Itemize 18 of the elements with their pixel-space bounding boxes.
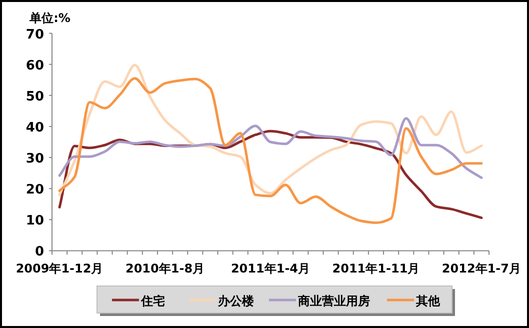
x-tick-label: 2009年1-12月 [16, 262, 104, 276]
x-tick-label: 2012年1-7月 [442, 262, 522, 276]
legend-label: 办公楼 [217, 294, 255, 308]
y-axis-title: 单位:% [28, 11, 70, 25]
legend-label: 住宅 [140, 294, 165, 308]
y-tick-label: 30 [26, 152, 44, 167]
y-tick-label: 70 [26, 27, 44, 42]
x-tick-label: 2011年1-4月 [230, 262, 310, 276]
x-tick-label: 2010年1-8月 [125, 262, 205, 276]
y-tick-label: 40 [26, 120, 44, 136]
y-tick-label: 60 [26, 58, 44, 74]
legend-label: 其他 [415, 294, 441, 308]
y-tick-label: 20 [26, 182, 44, 198]
y-tick-label: 0 [34, 244, 44, 260]
y-tick-label: 10 [26, 214, 44, 229]
x-tick-label: 2011年1-11月 [332, 262, 420, 276]
legend-label: 商业营业用房 [297, 294, 370, 308]
y-tick-label: 50 [26, 89, 44, 104]
